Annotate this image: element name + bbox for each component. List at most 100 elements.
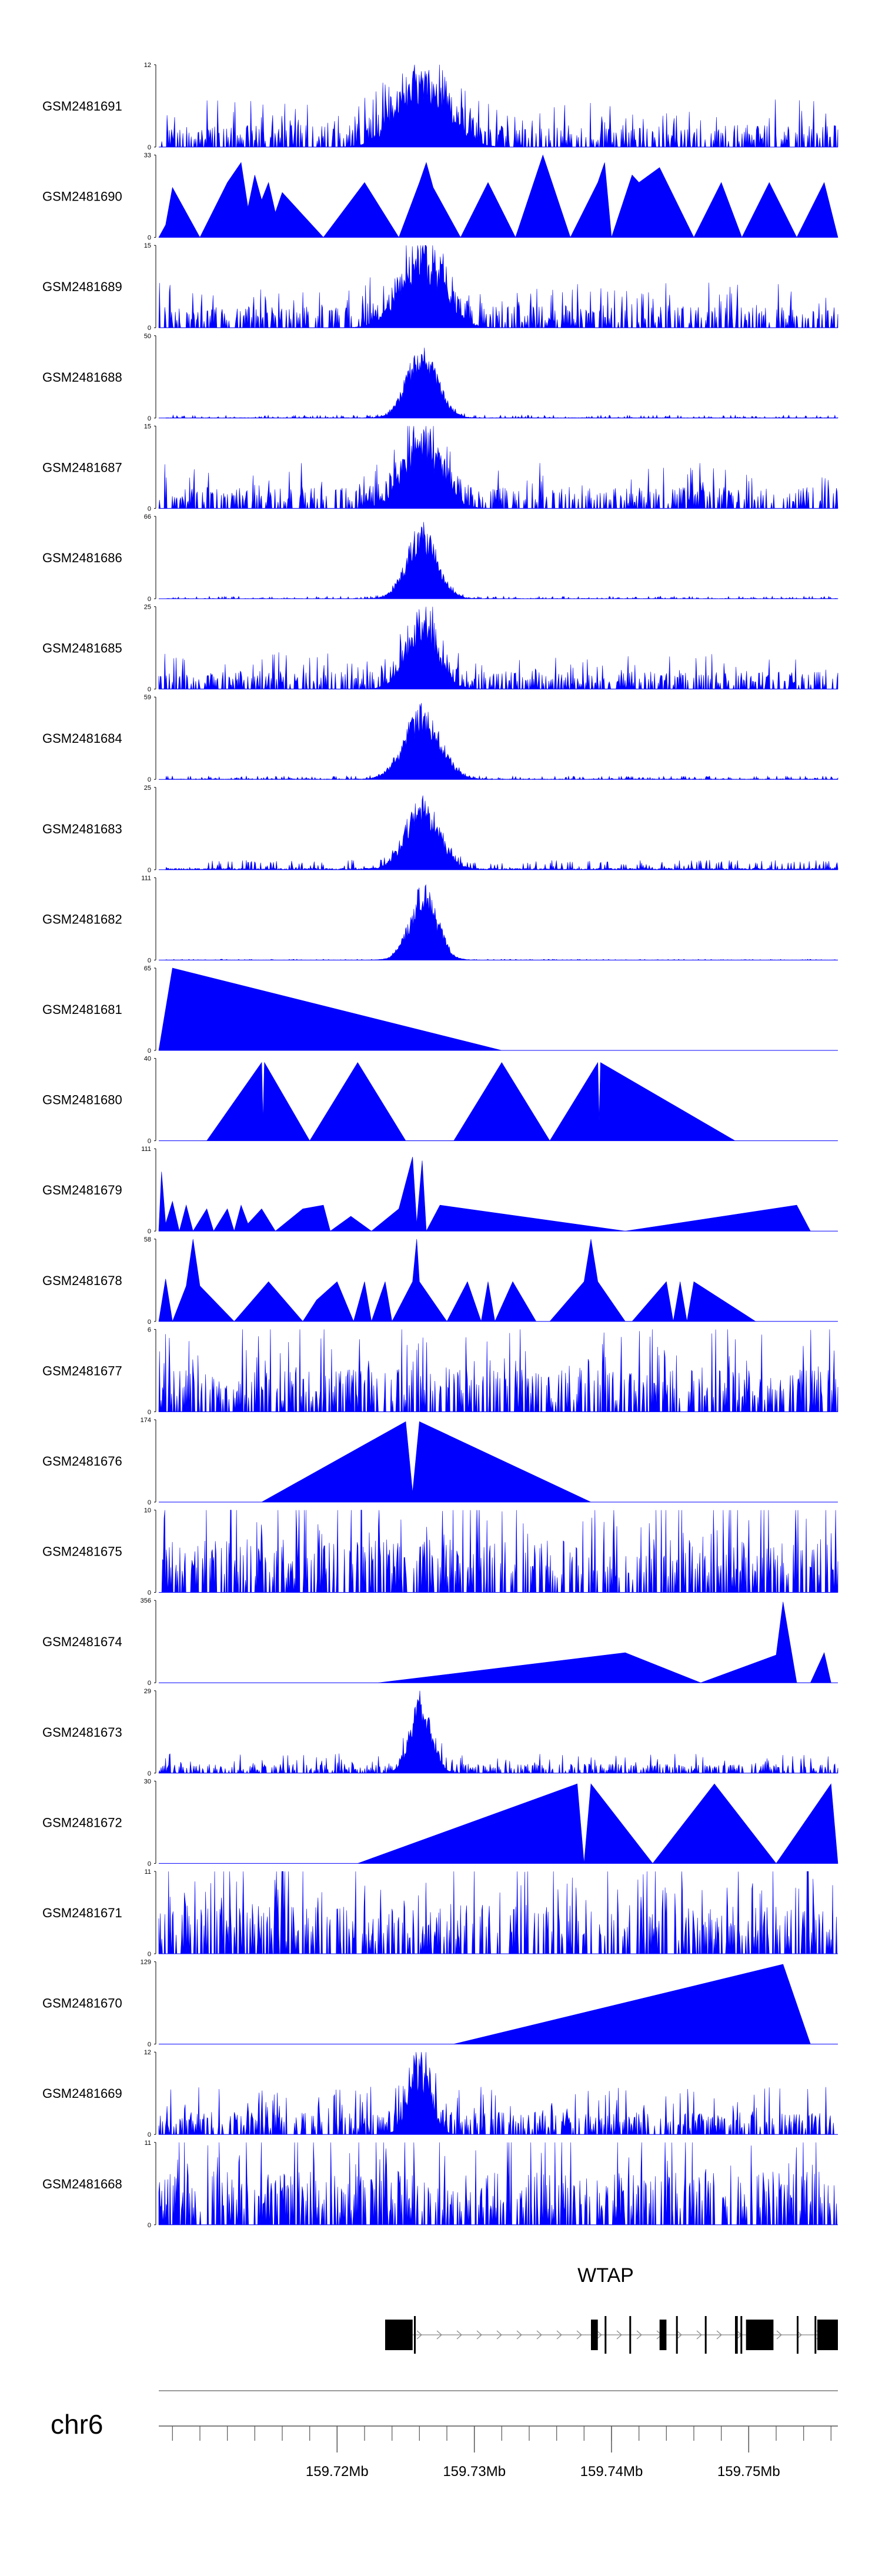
y-min-label: 0 bbox=[148, 1228, 151, 1235]
track-label: GSM2481679 bbox=[42, 1183, 122, 1197]
y-max-label: 12 bbox=[144, 2049, 151, 2056]
signal-area bbox=[165, 884, 838, 960]
y-max-label: 50 bbox=[144, 333, 151, 340]
y-min-label: 0 bbox=[148, 1680, 151, 1687]
y-min-label: 0 bbox=[148, 235, 151, 242]
track-GSM2481679: GSM2481679 111 0 bbox=[42, 1146, 838, 1235]
track-GSM2481688: GSM2481688 50 0 bbox=[42, 333, 838, 422]
signal-area bbox=[158, 154, 838, 238]
signal-area bbox=[159, 64, 838, 148]
signal-area bbox=[165, 703, 838, 780]
signal-area bbox=[453, 1964, 811, 2044]
track-label: GSM2481681 bbox=[42, 1002, 122, 1017]
y-max-label: 12 bbox=[144, 62, 151, 69]
strand-arrow-icon bbox=[676, 2330, 682, 2340]
y-max-label: 29 bbox=[144, 1688, 151, 1695]
signal-area bbox=[158, 967, 502, 1051]
track-label: GSM2481688 bbox=[42, 370, 122, 385]
track-label: GSM2481670 bbox=[42, 1996, 122, 2011]
y-max-label: 40 bbox=[144, 1056, 151, 1063]
track-GSM2481689: GSM2481689 15 0 bbox=[42, 242, 838, 332]
signal-tracks: GSM2481691120GSM2481690330GSM2481689150G… bbox=[42, 62, 838, 2229]
gene-label: WTAP bbox=[577, 2264, 634, 2287]
y-max-label: 129 bbox=[141, 1959, 151, 1966]
y-min-label: 0 bbox=[148, 957, 151, 964]
track-label: GSM2481687 bbox=[42, 460, 122, 475]
track-label: GSM2481690 bbox=[42, 189, 122, 204]
y-min-label: 0 bbox=[148, 1047, 151, 1055]
axis-tick-label: 159.75Mb bbox=[717, 2464, 780, 2480]
gene-exon bbox=[740, 2316, 743, 2354]
track-GSM2481669: GSM2481669 12 0 bbox=[42, 2049, 838, 2138]
track-label: GSM2481676 bbox=[42, 1454, 122, 1469]
track-GSM2481683: GSM2481683 25 0 bbox=[42, 785, 838, 874]
gene-exon bbox=[676, 2316, 678, 2354]
axis-tick-label: 159.74Mb bbox=[580, 2464, 643, 2480]
gene-exon bbox=[704, 2316, 707, 2354]
track-label: GSM2481683 bbox=[42, 822, 122, 836]
gene-exon bbox=[414, 2316, 416, 2354]
signal-area bbox=[159, 1510, 838, 1593]
track-GSM2481687: GSM2481687 15 0 bbox=[42, 423, 838, 512]
chromosome-label: chr6 bbox=[51, 2409, 103, 2440]
y-min-label: 0 bbox=[148, 1409, 151, 1416]
track-label: GSM2481691 bbox=[42, 99, 122, 114]
strand-arrow-icon bbox=[496, 2330, 502, 2340]
signal-area bbox=[158, 1871, 838, 1954]
y-min-label: 0 bbox=[148, 325, 151, 332]
strand-arrow-icon bbox=[476, 2330, 482, 2340]
gene-exon bbox=[385, 2320, 413, 2350]
y-min-label: 0 bbox=[148, 415, 151, 422]
track-label: GSM2481678 bbox=[42, 1273, 122, 1288]
y-max-label: 59 bbox=[144, 694, 151, 701]
gene-exon bbox=[659, 2320, 667, 2350]
signal-area bbox=[358, 1783, 838, 1864]
y-min-label: 0 bbox=[148, 1138, 151, 1145]
y-max-label: 66 bbox=[144, 513, 151, 520]
signal-area bbox=[158, 245, 838, 328]
track-label: GSM2481682 bbox=[42, 912, 122, 926]
track-label: GSM2481671 bbox=[42, 1906, 122, 1920]
strand-arrow-icon bbox=[516, 2330, 522, 2340]
signal-area bbox=[158, 1329, 838, 1412]
track-label: GSM2481686 bbox=[42, 550, 122, 565]
track-GSM2481670: GSM2481670 129 0 bbox=[42, 1959, 838, 2048]
signal-area bbox=[158, 1239, 757, 1322]
signal-area bbox=[165, 348, 838, 419]
track-GSM2481676: GSM2481676 174 0 bbox=[42, 1417, 838, 1506]
y-max-label: 15 bbox=[144, 242, 151, 249]
y-max-label: 33 bbox=[144, 152, 151, 159]
y-max-label: 11 bbox=[145, 1868, 151, 1876]
track-GSM2481675: GSM2481675 10 0 bbox=[42, 1507, 838, 1597]
track-GSM2481681: GSM2481681 65 0 bbox=[42, 965, 838, 1055]
y-max-label: 111 bbox=[141, 875, 151, 882]
strand-arrow-icon bbox=[716, 2330, 722, 2340]
gene-exon bbox=[817, 2320, 838, 2350]
track-label: GSM2481672 bbox=[42, 1815, 122, 1830]
track-GSM2481690: GSM2481690 33 0 bbox=[42, 152, 838, 242]
axis-tick-label: 159.72Mb bbox=[306, 2464, 369, 2480]
y-min-label: 0 bbox=[148, 144, 151, 151]
strand-arrow-icon bbox=[596, 2330, 602, 2340]
strand-arrow-icon bbox=[696, 2330, 702, 2340]
strand-arrow-icon bbox=[776, 2330, 782, 2340]
signal-area bbox=[206, 1062, 736, 1142]
y-max-label: 25 bbox=[144, 604, 151, 611]
y-min-label: 0 bbox=[148, 776, 151, 783]
track-label: GSM2481677 bbox=[42, 1363, 122, 1378]
gene-exon bbox=[735, 2316, 738, 2354]
track-label: GSM2481675 bbox=[42, 1544, 122, 1559]
gene-exon bbox=[604, 2316, 607, 2354]
y-max-label: 6 bbox=[148, 1326, 151, 1333]
y-min-label: 0 bbox=[148, 1860, 151, 1867]
strand-arrow-icon bbox=[616, 2330, 622, 2340]
track-GSM2481685: GSM2481685 25 0 bbox=[42, 604, 838, 693]
track-GSM2481677: GSM2481677 6 0 bbox=[42, 1326, 838, 1416]
y-max-label: 11 bbox=[145, 2140, 151, 2147]
signal-area bbox=[260, 1421, 592, 1503]
y-max-label: 65 bbox=[144, 965, 151, 972]
signal-area bbox=[165, 522, 838, 599]
track-GSM2481680: GSM2481680 40 0 bbox=[42, 1056, 838, 1145]
signal-area bbox=[158, 2052, 838, 2135]
strand-arrow-icon bbox=[436, 2330, 442, 2340]
